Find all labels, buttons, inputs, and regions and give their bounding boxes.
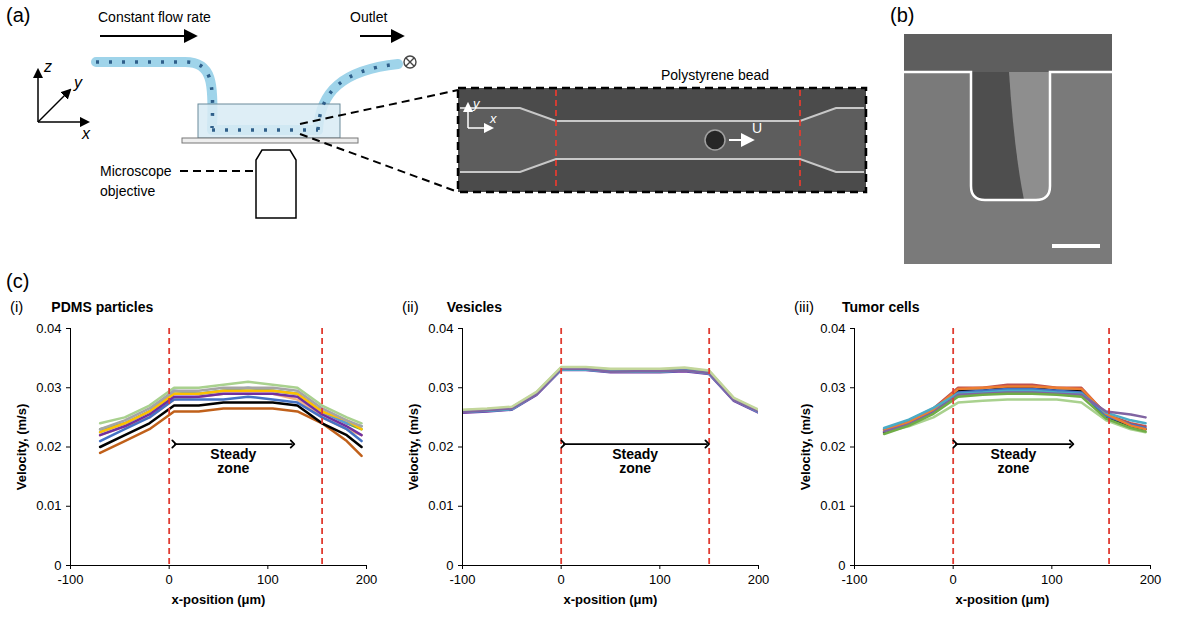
svg-text:200: 200 <box>1140 572 1162 587</box>
svg-text:0: 0 <box>838 558 845 573</box>
svg-text:Steadyzone: Steadyzone <box>612 446 658 476</box>
svg-text:100: 100 <box>257 572 279 587</box>
svg-text:Steadyzone: Steadyzone <box>210 446 256 476</box>
svg-text:(b): (b) <box>890 4 914 26</box>
svg-text:x-position (μm): x-position (μm) <box>172 592 266 607</box>
html-text:(iii): (iii) <box>794 298 814 315</box>
svg-text:(a): (a) <box>6 4 30 26</box>
svg-text:Outlet: Outlet <box>350 9 387 25</box>
svg-text:Velocity, (m/s): Velocity, (m/s) <box>798 404 813 490</box>
svg-text:-100: -100 <box>841 572 867 587</box>
svg-text:0.02: 0.02 <box>820 439 845 454</box>
svg-text:-100: -100 <box>449 572 475 587</box>
svg-text:0.04: 0.04 <box>428 321 453 336</box>
svg-text:0.02: 0.02 <box>36 439 61 454</box>
svg-text:y: y <box>472 96 481 111</box>
svg-text:0: 0 <box>166 572 173 587</box>
svg-text:0.03: 0.03 <box>820 380 845 395</box>
svg-text:200: 200 <box>748 572 770 587</box>
svg-text:x: x <box>489 111 497 126</box>
svg-text:-100: -100 <box>57 572 83 587</box>
svg-text:x-position (μm): x-position (μm) <box>564 592 658 607</box>
html-text:PDMS particles: PDMS particles <box>51 299 154 315</box>
svg-text:Constant flow rate: Constant flow rate <box>98 9 211 25</box>
svg-text:z: z <box>43 58 52 75</box>
svg-text:0.03: 0.03 <box>36 380 61 395</box>
svg-text:0: 0 <box>950 572 957 587</box>
svg-text:x-position (μm): x-position (μm) <box>956 592 1050 607</box>
svg-text:100: 100 <box>1041 572 1063 587</box>
svg-text:200: 200 <box>356 572 378 587</box>
html-text:(i): (i) <box>10 298 24 315</box>
svg-text:0.04: 0.04 <box>820 321 845 336</box>
svg-text:0.02: 0.02 <box>428 439 453 454</box>
html-text:(c): (c) <box>6 270 30 292</box>
svg-text:Velocity, (m/s): Velocity, (m/s) <box>14 404 29 490</box>
html-text:Vesicles: Vesicles <box>446 299 502 315</box>
svg-text:0.01: 0.01 <box>820 498 845 513</box>
svg-text:U: U <box>752 120 762 136</box>
svg-text:0.03: 0.03 <box>428 380 453 395</box>
svg-text:Steadyzone: Steadyzone <box>990 446 1036 476</box>
html-text:Tumor cells: Tumor cells <box>842 299 920 315</box>
svg-text:0.01: 0.01 <box>428 498 453 513</box>
svg-text:0: 0 <box>54 558 61 573</box>
svg-text:x: x <box>81 125 91 142</box>
svg-text:100: 100 <box>649 572 671 587</box>
svg-text:0.04: 0.04 <box>36 321 61 336</box>
svg-text:y: y <box>73 74 83 91</box>
html-text:(ii): (ii) <box>402 298 419 315</box>
svg-text:Velocity, (m/s): Velocity, (m/s) <box>406 404 421 490</box>
svg-text:0: 0 <box>558 572 565 587</box>
svg-text:Polystyrene bead: Polystyrene bead <box>661 67 769 83</box>
svg-text:0: 0 <box>446 558 453 573</box>
svg-text:Microscopeobjective: Microscopeobjective <box>100 163 172 199</box>
svg-text:0.01: 0.01 <box>36 498 61 513</box>
